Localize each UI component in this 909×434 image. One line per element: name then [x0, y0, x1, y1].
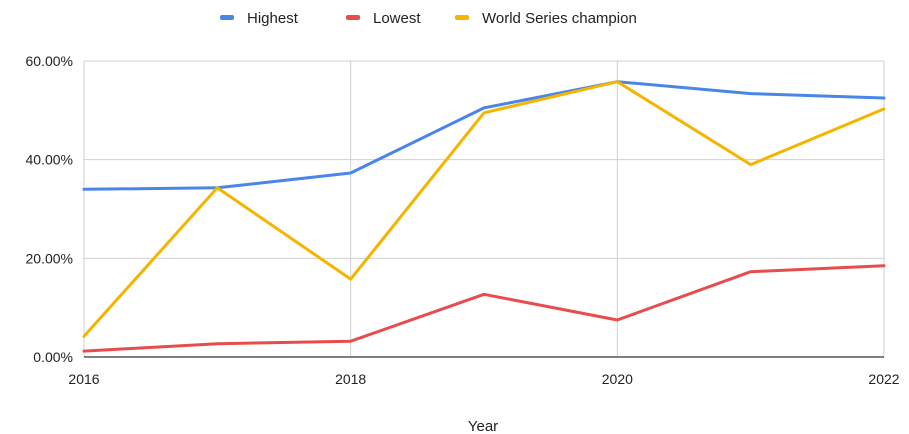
- legend-swatch: [220, 15, 234, 20]
- x-tick-label: 2018: [335, 371, 366, 387]
- legend-swatch: [455, 15, 469, 20]
- x-axis-title: Year: [468, 418, 498, 434]
- x-tick-label: 2020: [602, 371, 633, 387]
- legend-label: Lowest: [373, 10, 421, 27]
- legend-label: Highest: [247, 10, 299, 27]
- legend: Highest Lowest World Series champion: [220, 10, 637, 27]
- gridlines: [83, 60, 885, 357]
- series-line-highest: [82, 80, 886, 191]
- x-tick-label: 2022: [868, 371, 899, 387]
- tick-labels: 0.00% 20.00% 40.00% 60.00% 2016 2018 2020 2022: [26, 53, 900, 387]
- legend-label: World Series champion: [482, 10, 637, 27]
- series-line-lowest: [82, 264, 886, 353]
- series-line-world-series-champion: [82, 80, 886, 338]
- y-tick-label: 20.00%: [26, 250, 73, 266]
- series-lines: [82, 80, 886, 353]
- y-tick-label: 0.00%: [33, 349, 73, 365]
- legend-swatch: [346, 15, 360, 20]
- x-tick-label: 2016: [68, 371, 99, 387]
- y-tick-label: 60.00%: [26, 53, 73, 69]
- y-tick-label: 40.00%: [26, 152, 73, 168]
